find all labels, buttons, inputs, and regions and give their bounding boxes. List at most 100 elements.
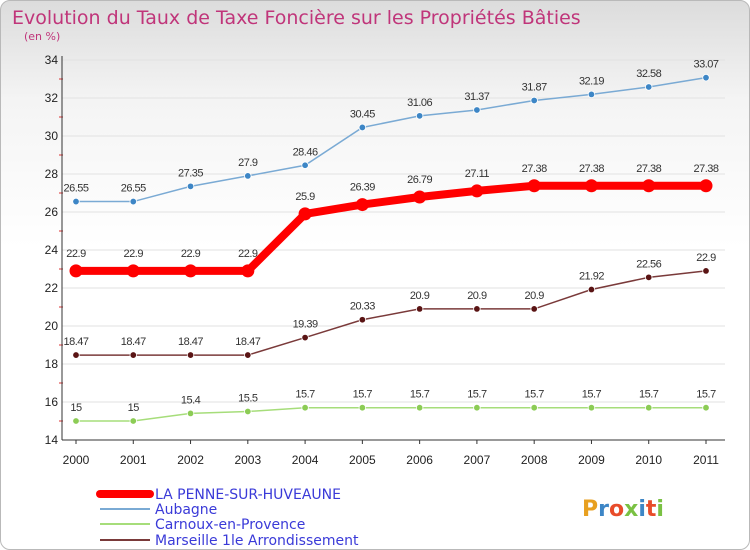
legend-label-carnoux-en-provence: Carnoux-en-Provence bbox=[155, 517, 305, 533]
data-label-aubagne-2000: 26.55 bbox=[63, 183, 88, 195]
data-label-carnoux-en-provence-2007: 15.7 bbox=[467, 389, 487, 401]
point-aubagne-2010 bbox=[645, 83, 653, 91]
point-marseille-1le-arrondissement-2011 bbox=[702, 267, 710, 275]
logo-letter: x bbox=[624, 497, 638, 522]
chart-title: Evolution du Taux de Taxe Foncière sur l… bbox=[12, 7, 581, 29]
data-label-la-penne-sur-huveaune-2011: 27.38 bbox=[693, 163, 718, 175]
data-label-marseille-1le-arrondissement-2005: 20.33 bbox=[350, 301, 375, 313]
x-tick-label-2005: 2005 bbox=[349, 453, 376, 467]
data-label-carnoux-en-provence-2004: 15.7 bbox=[295, 389, 315, 401]
y-tick-label-28: 28 bbox=[45, 167, 59, 181]
y-tick-label-22: 22 bbox=[45, 281, 59, 295]
point-marseille-1le-arrondissement-2008 bbox=[530, 305, 538, 313]
legend: LA PENNE-SUR-HUVEAUNEAubagneCarnoux-en-P… bbox=[96, 487, 359, 549]
x-tick-label-2006: 2006 bbox=[406, 453, 433, 467]
data-label-la-penne-sur-huveaune-2002: 22.9 bbox=[181, 248, 201, 260]
data-label-la-penne-sur-huveaune-2001: 22.9 bbox=[124, 248, 144, 260]
point-aubagne-2008 bbox=[530, 96, 538, 105]
x-tick-label-2004: 2004 bbox=[292, 453, 319, 467]
data-label-la-penne-sur-huveaune-2009: 27.38 bbox=[579, 163, 604, 175]
legend-label-marseille-1le-arrondissement: Marseille 1le Arrondissement bbox=[155, 533, 359, 549]
data-label-marseille-1le-arrondissement-2008: 20.9 bbox=[524, 290, 544, 302]
data-label-marseille-1le-arrondissement-2001: 18.47 bbox=[121, 336, 146, 348]
axes: 14 16 18 20 22 24 26 28 30 32 34 2000 2001 2002 2003 20… bbox=[45, 53, 725, 467]
point-la-penne-sur-huveaune-2001 bbox=[126, 264, 140, 278]
point-carnoux-en-provence-2009 bbox=[587, 404, 596, 412]
x-tick-label-2000: 2000 bbox=[63, 453, 90, 467]
point-la-penne-sur-huveaune-2002 bbox=[184, 264, 198, 278]
y-tick-label-34: 34 bbox=[45, 53, 59, 67]
data-label-marseille-1le-arrondissement-2007: 20.9 bbox=[467, 290, 487, 302]
chart-subtitle: (en %) bbox=[24, 30, 60, 43]
point-aubagne-2000 bbox=[72, 197, 80, 206]
point-carnoux-en-provence-2010 bbox=[645, 404, 653, 412]
x-tick-label-2001: 2001 bbox=[120, 453, 147, 467]
data-label-aubagne-2005: 30.45 bbox=[350, 108, 375, 120]
point-carnoux-en-provence-2005 bbox=[358, 404, 367, 412]
data-label-aubagne-2007: 31.37 bbox=[464, 91, 489, 103]
point-marseille-1le-arrondissement-2000 bbox=[72, 351, 80, 359]
data-label-marseille-1le-arrondissement-2009: 21.92 bbox=[579, 271, 604, 283]
point-marseille-1le-arrondissement-2006 bbox=[415, 305, 424, 313]
point-marseille-1le-arrondissement-2009 bbox=[587, 285, 596, 294]
point-aubagne-2001 bbox=[129, 197, 137, 206]
x-tick-label-2007: 2007 bbox=[464, 453, 491, 467]
y-tick-label-30: 30 bbox=[45, 129, 59, 143]
series-layer bbox=[69, 73, 713, 425]
logo-letter: t bbox=[646, 497, 657, 522]
point-la-penne-sur-huveaune-2010 bbox=[642, 179, 656, 193]
y-tick-label-20: 20 bbox=[45, 319, 59, 333]
data-label-marseille-1le-arrondissement-2011: 22.9 bbox=[696, 252, 716, 264]
point-aubagne-2003 bbox=[244, 172, 252, 180]
point-carnoux-en-provence-2002 bbox=[186, 409, 195, 418]
grid-lines bbox=[62, 59, 725, 441]
point-aubagne-2005 bbox=[358, 123, 367, 132]
data-label-carnoux-en-provence-2011: 15.7 bbox=[696, 389, 716, 401]
point-la-penne-sur-huveaune-2011 bbox=[699, 179, 713, 193]
proxiti-logo: Proxiti bbox=[582, 497, 664, 522]
point-la-penne-sur-huveaune-2006 bbox=[413, 190, 427, 204]
y-tick-label-26: 26 bbox=[45, 205, 59, 219]
data-label-la-penne-sur-huveaune-2000: 22.9 bbox=[66, 248, 86, 260]
data-label-marseille-1le-arrondissement-2006: 20.9 bbox=[410, 290, 430, 302]
point-marseille-1le-arrondissement-2004 bbox=[301, 333, 309, 342]
y-tick-label-14: 14 bbox=[45, 433, 59, 447]
y-tick-label-18: 18 bbox=[45, 357, 59, 371]
x-tick-label-2010: 2010 bbox=[635, 453, 662, 467]
series-line-marseille-1le-arrondissement bbox=[76, 270, 707, 356]
data-label-carnoux-en-provence-2008: 15.7 bbox=[524, 389, 544, 401]
point-marseille-1le-arrondissement-2001 bbox=[129, 351, 137, 359]
point-carnoux-en-provence-2008 bbox=[530, 404, 538, 412]
point-la-penne-sur-huveaune-2005 bbox=[355, 198, 369, 212]
data-label-la-penne-sur-huveaune-2007: 27.11 bbox=[465, 168, 490, 180]
point-aubagne-2007 bbox=[473, 106, 481, 114]
data-label-marseille-1le-arrondissement-2004: 19.39 bbox=[293, 319, 318, 331]
data-label-aubagne-2011: 33.07 bbox=[693, 59, 718, 71]
x-tick-label-2003: 2003 bbox=[234, 453, 261, 467]
point-marseille-1le-arrondissement-2007 bbox=[473, 305, 481, 313]
point-carnoux-en-provence-2000 bbox=[72, 417, 80, 425]
logo-letter: i bbox=[638, 497, 646, 522]
data-label-carnoux-en-provence-2006: 15.7 bbox=[410, 389, 430, 401]
x-tick-label-2009: 2009 bbox=[578, 453, 605, 467]
point-carnoux-en-provence-2001 bbox=[129, 417, 137, 425]
data-label-aubagne-2006: 31.06 bbox=[407, 97, 432, 109]
point-la-penne-sur-huveaune-2008 bbox=[527, 179, 541, 193]
data-label-carnoux-en-provence-2001: 15 bbox=[128, 402, 140, 414]
data-label-carnoux-en-provence-2003: 15.5 bbox=[238, 393, 258, 405]
point-marseille-1le-arrondissement-2002 bbox=[186, 351, 195, 359]
data-label-marseille-1le-arrondissement-2002: 18.47 bbox=[178, 336, 203, 348]
data-label-aubagne-2003: 27.9 bbox=[238, 157, 258, 169]
legend-label-aubagne: Aubagne bbox=[155, 502, 217, 518]
point-aubagne-2006 bbox=[415, 112, 424, 120]
x-tick-label-2008: 2008 bbox=[521, 453, 548, 467]
point-marseille-1le-arrondissement-2010 bbox=[645, 273, 653, 282]
point-la-penne-sur-huveaune-2007 bbox=[470, 184, 484, 198]
logo-letter: P bbox=[582, 497, 598, 522]
point-la-penne-sur-huveaune-2009 bbox=[584, 179, 598, 193]
data-label-la-penne-sur-huveaune-2005: 26.39 bbox=[350, 182, 375, 194]
data-label-la-penne-sur-huveaune-2006: 26.79 bbox=[407, 174, 432, 186]
data-label-carnoux-en-provence-2002: 15.4 bbox=[181, 394, 201, 406]
